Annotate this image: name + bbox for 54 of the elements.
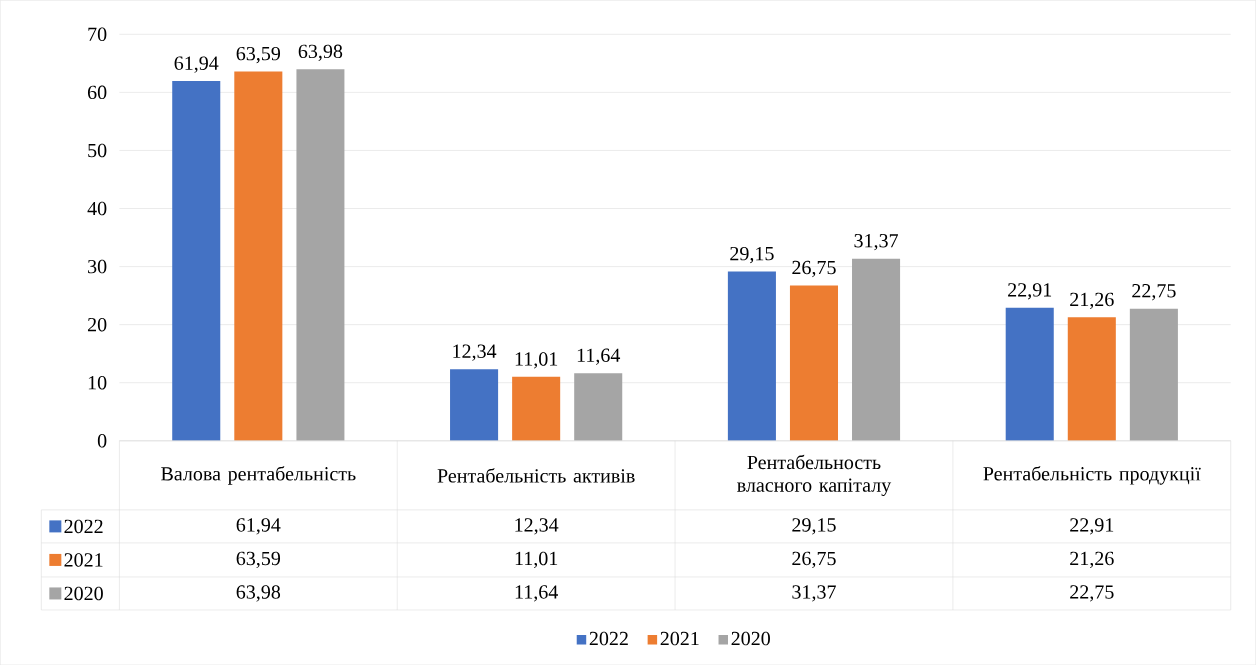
x-tick-label: Рентабельність активів bbox=[437, 467, 635, 483]
data-label: 63,59 bbox=[236, 551, 281, 568]
data-label: 11,64 bbox=[515, 585, 558, 602]
text: 26,75 bbox=[792, 260, 836, 278]
text: 22,75 bbox=[1132, 283, 1176, 301]
x-tick-label: Рентабельність продукції bbox=[983, 465, 1201, 485]
y-tick-label: 50 bbox=[88, 143, 107, 158]
text: 2020 bbox=[64, 586, 103, 601]
text: 2022 bbox=[589, 631, 628, 646]
bar bbox=[1005, 307, 1054, 441]
y-tick-label: 60 bbox=[87, 85, 107, 99]
text: 22,91 bbox=[1008, 282, 1052, 300]
bar bbox=[852, 258, 901, 441]
bar bbox=[789, 285, 838, 441]
data-label: 11,01 bbox=[515, 551, 558, 568]
text: 21,26 bbox=[1070, 292, 1114, 309]
y-tick-label: 30 bbox=[88, 259, 107, 274]
x-tick-label: Валова рентабельність bbox=[161, 465, 356, 485]
y-tick-label: 0 bbox=[97, 433, 107, 448]
bar bbox=[234, 71, 283, 441]
bar bbox=[574, 373, 623, 441]
data-label: 63,98 bbox=[236, 585, 281, 602]
y-tick-label: 40 bbox=[87, 201, 107, 216]
bar bbox=[512, 376, 561, 441]
bar bbox=[450, 368, 499, 441]
text: 31,37 bbox=[854, 233, 898, 251]
data-label: 21,26 bbox=[1070, 551, 1114, 568]
text: 63,59 bbox=[236, 46, 281, 64]
legend-label: 2020 bbox=[731, 631, 770, 646]
data-label: 29,15 bbox=[792, 518, 836, 535]
data-label: 22,75 bbox=[1070, 585, 1114, 602]
text: 63,98 bbox=[298, 44, 343, 61]
bar bbox=[296, 69, 345, 441]
data-label: 31,37 bbox=[792, 585, 836, 602]
y-tick-label: 70 bbox=[88, 27, 107, 41]
bar bbox=[727, 271, 776, 441]
x-tick-label: Рентабельность власного капіталу bbox=[737, 454, 892, 496]
legend-label: 2021 bbox=[64, 553, 103, 567]
data-label: 61,94 bbox=[236, 518, 281, 535]
y-tick-label: 20 bbox=[87, 317, 107, 332]
text: 61,94 bbox=[174, 56, 219, 73]
data-label: 12,34 bbox=[515, 518, 559, 535]
bar bbox=[1067, 317, 1116, 441]
y-tick-label: 10 bbox=[88, 375, 107, 390]
legend-label: 2022 bbox=[64, 519, 103, 533]
text: 2021 bbox=[660, 631, 699, 646]
text: 11,01 bbox=[515, 352, 558, 369]
text: 11,64 bbox=[577, 348, 621, 365]
text: 12,34 bbox=[453, 344, 497, 361]
text: 29,15 bbox=[730, 246, 774, 264]
data-label: 26,75 bbox=[792, 551, 836, 568]
data-label: 22,91 bbox=[1070, 518, 1114, 535]
bar bbox=[1129, 308, 1178, 441]
bar bbox=[172, 80, 221, 441]
